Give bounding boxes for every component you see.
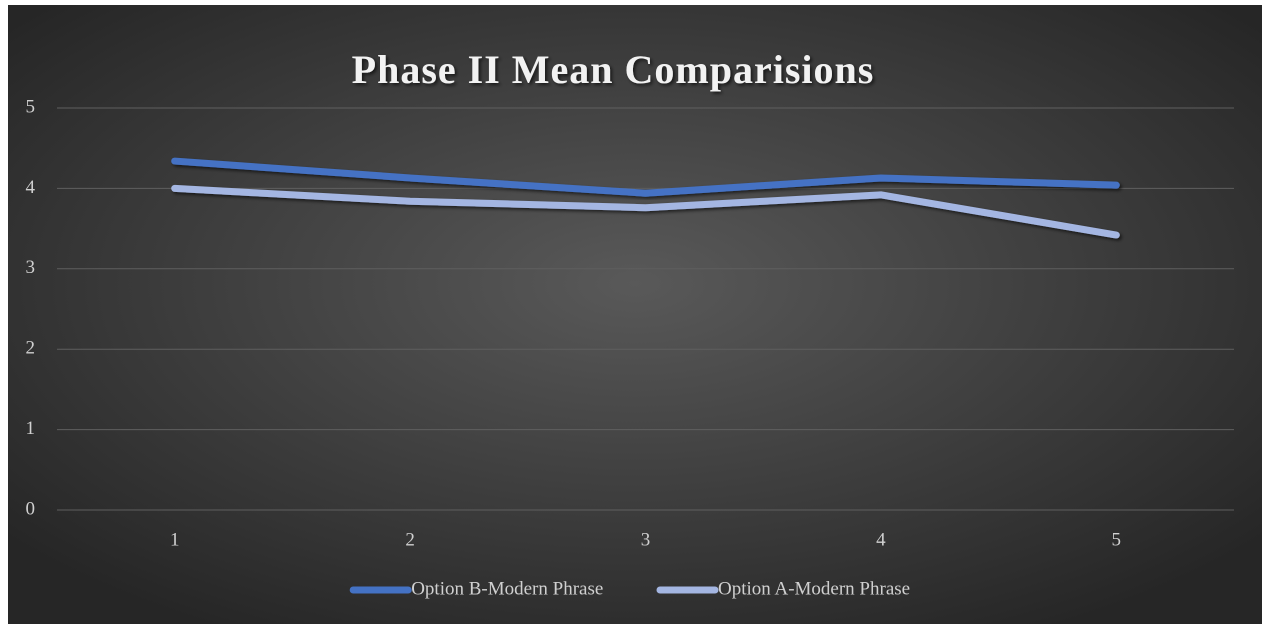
y-tick-label: 5 bbox=[26, 96, 36, 117]
x-tick-label: 4 bbox=[876, 529, 886, 550]
x-tick-label: 2 bbox=[405, 529, 415, 550]
y-tick-label: 2 bbox=[26, 338, 36, 359]
series-line bbox=[171, 184, 1120, 239]
x-tick-label: 3 bbox=[641, 529, 651, 550]
x-tick-label: 1 bbox=[170, 529, 180, 550]
series-line bbox=[171, 157, 1120, 197]
chart-background bbox=[8, 5, 1262, 624]
legend-label: Option B-Modern Phrase bbox=[411, 578, 603, 599]
chart-title: Phase II Mean Comparisions bbox=[352, 47, 875, 92]
legend-label: Option A-Modern Phrase bbox=[718, 578, 910, 599]
y-tick-label: 4 bbox=[26, 177, 36, 198]
y-tick-label: 1 bbox=[26, 418, 36, 439]
y-tick-label: 3 bbox=[26, 257, 36, 278]
y-tick-label: 0 bbox=[26, 498, 36, 519]
x-tick-label: 5 bbox=[1112, 529, 1122, 550]
